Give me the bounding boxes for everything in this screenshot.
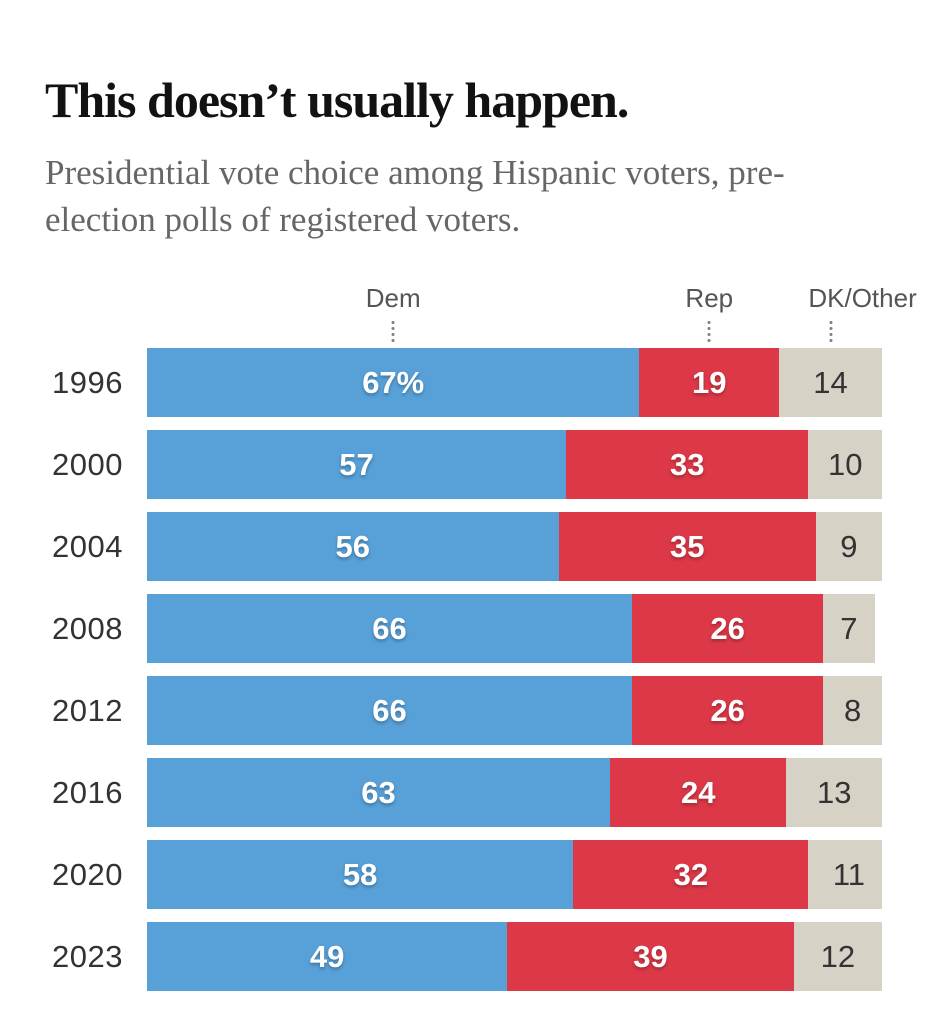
bar-segment-dk-other: 13 <box>786 758 882 827</box>
bar-segment-dk-other: 10 <box>808 430 882 499</box>
segment-value-label: 26 <box>710 692 745 728</box>
bar-track: 66 26 8 <box>147 676 882 745</box>
bar-row-2000: 2000 57 33 10 <box>0 430 882 499</box>
dotted-tick-rep <box>707 321 711 342</box>
segment-value-label: 12 <box>820 938 856 974</box>
bar-track: 63 24 13 <box>147 758 882 827</box>
chart-rows: 1996 67% 19 14 2000 57 33 10 2004 56 35 9 2008 66 26 7 2… <box>0 348 882 1004</box>
bar-track: 49 39 12 <box>147 922 882 991</box>
segment-value-label: 24 <box>681 774 716 810</box>
bar-row-2004: 2004 56 35 9 <box>0 512 882 581</box>
segment-value-label: 58 <box>342 856 378 892</box>
segment-value-label: 63 <box>361 774 396 810</box>
bar-track: 57 33 10 <box>147 430 882 499</box>
bar-segment-dk-other: 9 <box>815 512 882 581</box>
chart-title: This doesn’t usually happen. <box>45 72 629 128</box>
bar-segment-dk-other: 11 <box>808 840 882 909</box>
dotted-tick-dk-other <box>829 321 833 342</box>
bar-segment-dk-other: 12 <box>793 922 882 991</box>
year-label: 2012 <box>52 692 123 728</box>
bar-segment-rep: 39 <box>507 922 794 991</box>
bar-row-2023: 2023 49 39 12 <box>0 922 882 991</box>
bar-segment-rep: 35 <box>558 512 816 581</box>
chart-subtitle: Presidential vote choice among Hispanic … <box>45 153 785 239</box>
segment-value-label: 66 <box>372 692 407 728</box>
bar-segment-dem: 58 <box>147 840 574 909</box>
bar-segment-dem: 57 <box>147 430 566 499</box>
bar-row-1996: 1996 67% 19 14 <box>0 348 882 417</box>
bar-track: 66 26 7 <box>147 594 882 663</box>
bar-segment-rep: 26 <box>632 594 824 663</box>
year-label: 2008 <box>52 610 123 646</box>
bar-segment-rep: 32 <box>573 840 809 909</box>
bar-row-2016: 2016 63 24 13 <box>0 758 882 827</box>
bar-segment-dem: 66 <box>147 676 633 745</box>
bar-track: 67% 19 14 <box>147 348 882 417</box>
segment-value-label: 49 <box>309 938 345 974</box>
bar-segment-dk-other: 8 <box>823 676 882 745</box>
bar-row-2012: 2012 66 26 8 <box>0 676 882 745</box>
bar-segment-dem: 49 <box>147 922 508 991</box>
bar-row-2020: 2020 58 32 11 <box>0 840 882 909</box>
segment-value-label: 11 <box>832 856 865 892</box>
segment-value-label: 32 <box>673 856 709 892</box>
bar-segment-dem: 67% <box>147 348 640 417</box>
year-label: 2016 <box>52 774 123 810</box>
segment-value-label: 8 <box>843 692 862 728</box>
segment-value-label: 19 <box>692 364 727 400</box>
year-label: 2020 <box>52 856 123 892</box>
segment-value-label: 10 <box>827 446 863 482</box>
bar-segment-dk-other: 14 <box>779 348 882 417</box>
segment-value-label: 66 <box>372 610 407 646</box>
segment-value-label: 7 <box>840 610 858 646</box>
bar-segment-rep: 24 <box>610 758 787 827</box>
segment-value-label: 14 <box>813 364 848 400</box>
segment-value-label: 39 <box>633 938 668 974</box>
year-label: 2023 <box>52 938 123 974</box>
segment-value-label: 13 <box>816 774 852 810</box>
segment-value-label: 35 <box>669 528 705 564</box>
bar-segment-dem: 63 <box>147 758 611 827</box>
bar-segment-rep: 26 <box>632 676 824 745</box>
column-label-dk-other: DK/Other <box>808 283 917 313</box>
bar-segment-dem: 66 <box>147 594 633 663</box>
bar-row-2008: 2008 66 26 7 <box>0 594 882 663</box>
year-label: 2004 <box>52 528 123 564</box>
year-label: 1996 <box>52 364 123 400</box>
year-label: 2000 <box>52 446 123 482</box>
segment-value-label: 26 <box>710 610 745 646</box>
column-label-rep: Rep <box>685 283 734 313</box>
segment-value-label: 57 <box>339 446 374 482</box>
bar-segment-dem: 56 <box>147 512 559 581</box>
bar-track: 56 35 9 <box>147 512 882 581</box>
dotted-tick-dem <box>391 321 395 342</box>
series-column-headers: Dem Rep DK/Other <box>0 283 941 348</box>
segment-value-label: 56 <box>335 528 371 564</box>
segment-value-label: 67% <box>362 364 425 400</box>
bar-segment-dk-other: 7 <box>823 594 875 663</box>
column-label-dem: Dem <box>365 283 421 313</box>
bar-segment-rep: 19 <box>639 348 780 417</box>
segment-value-label: 9 <box>840 528 858 564</box>
bar-track: 58 32 11 <box>147 840 882 909</box>
bar-segment-rep: 33 <box>565 430 809 499</box>
segment-value-label: 33 <box>669 446 705 482</box>
